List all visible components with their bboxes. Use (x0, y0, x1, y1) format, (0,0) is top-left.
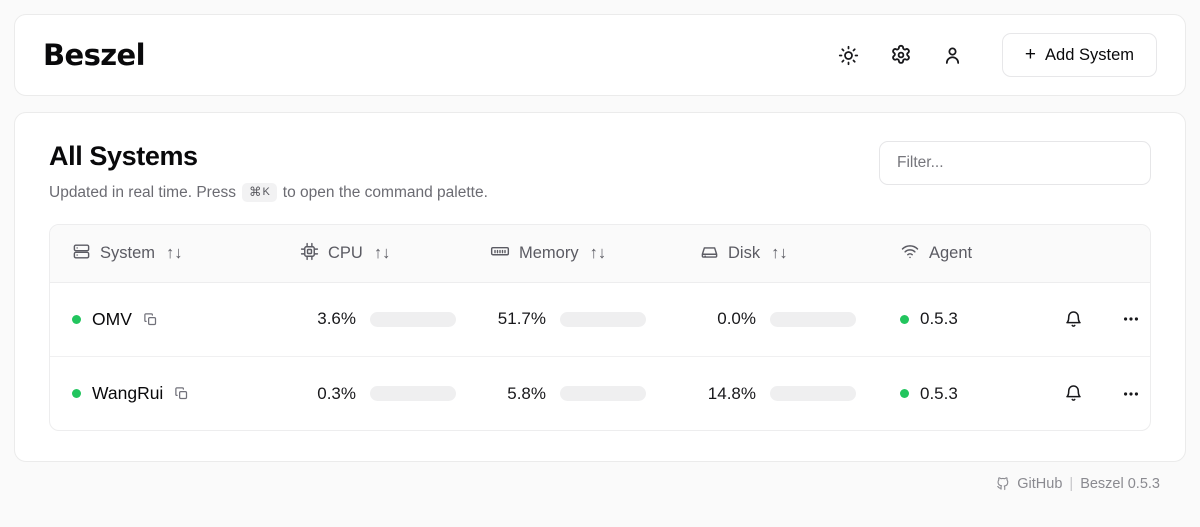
panel-subtitle: Updated in real time. Press ⌘ K to open t… (49, 183, 488, 203)
theme-toggle-button[interactable] (834, 40, 864, 70)
disk-value: 0.0% (717, 309, 756, 329)
table-row[interactable]: OMV 3.6% (50, 282, 1150, 357)
column-header-cpu[interactable]: CPU ↑↓ (300, 225, 490, 283)
subtitle-text-after: to open the command palette. (282, 183, 488, 201)
sort-toggle-memory[interactable]: ↑↓ (589, 244, 607, 263)
cell-system: OMV (50, 282, 300, 357)
footer-version: Beszel 0.5.3 (1080, 476, 1160, 493)
memory-progress-bar (560, 386, 646, 402)
cpu-icon (300, 242, 319, 266)
bell-icon[interactable] (1064, 310, 1083, 329)
sort-toggle-disk[interactable]: ↑↓ (771, 244, 788, 263)
system-name[interactable]: WangRui (92, 383, 164, 404)
disk-progress-bar (770, 386, 856, 402)
table-row[interactable]: WangRui 0.3% (50, 356, 1150, 430)
column-header-disk[interactable]: Disk ↑↓ (700, 225, 900, 283)
agent-version: 0.5.3 (920, 383, 958, 403)
column-header-system[interactable]: System ↑↓ (50, 225, 300, 283)
brand-logo: Beszel (43, 38, 146, 72)
column-label-system: System (100, 244, 156, 263)
systems-table-container: System ↑↓ (49, 224, 1151, 432)
sort-toggle-cpu[interactable]: ↑↓ (373, 244, 391, 263)
sort-toggle-system[interactable]: ↑↓ (166, 244, 183, 263)
cell-disk: 0.0% (700, 282, 900, 357)
systems-table: System ↑↓ (50, 225, 1150, 430)
bell-icon[interactable] (1064, 384, 1083, 403)
row-menu-icon[interactable] (1121, 309, 1141, 329)
cpu-progress-bar (370, 386, 456, 402)
subtitle-text-before: Updated in real time. Press (49, 183, 236, 201)
app-header: Beszel + (14, 14, 1186, 96)
github-link[interactable]: GitHub (1017, 476, 1063, 493)
cell-actions (1050, 282, 1150, 357)
copy-icon[interactable] (174, 386, 189, 401)
column-label-memory: Memory (519, 244, 579, 263)
memory-stick-icon (490, 241, 510, 266)
settings-button[interactable] (886, 40, 916, 70)
footer-separator: | (1069, 476, 1074, 493)
disk-progress-bar (770, 311, 856, 327)
cell-actions (1050, 356, 1150, 430)
column-header-agent: Agent (900, 225, 1050, 283)
cpu-value: 3.6% (317, 309, 356, 329)
memory-value: 5.8% (507, 383, 546, 403)
column-header-actions (1050, 225, 1150, 283)
cell-agent: 0.5.3 (900, 282, 1050, 357)
cell-system: WangRui (50, 356, 300, 430)
github-icon (996, 477, 1010, 491)
column-label-cpu: CPU (328, 244, 363, 263)
memory-progress-bar (560, 311, 646, 327)
command-palette-shortcut: ⌘ K (241, 183, 277, 203)
panel-heading-group: All Systems Updated in real time. Press … (49, 141, 488, 203)
page-title: All Systems (49, 141, 198, 171)
cell-agent: 0.5.3 (900, 356, 1050, 430)
row-menu-icon[interactable] (1121, 384, 1141, 404)
cell-memory: 51.7% (490, 282, 700, 357)
header-actions: + Add System (834, 33, 1157, 77)
disk-value: 14.8% (707, 383, 756, 403)
cpu-progress-bar (370, 311, 456, 327)
kbd-cmd-symbol: ⌘ (248, 185, 262, 199)
plus-icon: + (1024, 43, 1037, 65)
systems-panel: All Systems Updated in real time. Press … (14, 112, 1186, 463)
agent-status-dot (900, 389, 909, 399)
table-header-row: System ↑↓ (50, 225, 1150, 283)
page-footer: GitHub | Beszel 0.5.3 (14, 462, 1186, 492)
status-indicator-dot (72, 389, 81, 399)
agent-version: 0.5.3 (920, 309, 958, 329)
cell-cpu: 3.6% (300, 282, 490, 357)
column-label-disk: Disk (728, 244, 761, 263)
wifi-icon (900, 241, 920, 266)
column-header-memory[interactable]: Memory ↑↓ (490, 225, 700, 283)
account-button[interactable] (938, 40, 968, 70)
agent-status-dot (900, 314, 909, 324)
column-label-agent: Agent (929, 244, 973, 263)
filter-input[interactable] (879, 141, 1151, 185)
add-system-label: Add System (1045, 45, 1134, 64)
memory-value: 51.7% (497, 309, 546, 329)
table-head: System ↑↓ (50, 225, 1150, 283)
cell-memory: 5.8% (490, 356, 700, 430)
table-body: OMV 3.6% (50, 282, 1150, 430)
cpu-value: 0.3% (317, 383, 356, 403)
system-name[interactable]: OMV (92, 308, 132, 329)
copy-icon[interactable] (143, 312, 158, 327)
hard-drive-icon (700, 242, 719, 266)
cell-cpu: 0.3% (300, 356, 490, 430)
server-icon (72, 242, 91, 266)
cell-disk: 14.8% (700, 356, 900, 430)
status-indicator-dot (72, 314, 81, 324)
add-system-button[interactable]: + Add System (1001, 33, 1157, 77)
kbd-key-letter: K (262, 185, 270, 198)
panel-header: All Systems Updated in real time. Press … (49, 141, 1151, 203)
